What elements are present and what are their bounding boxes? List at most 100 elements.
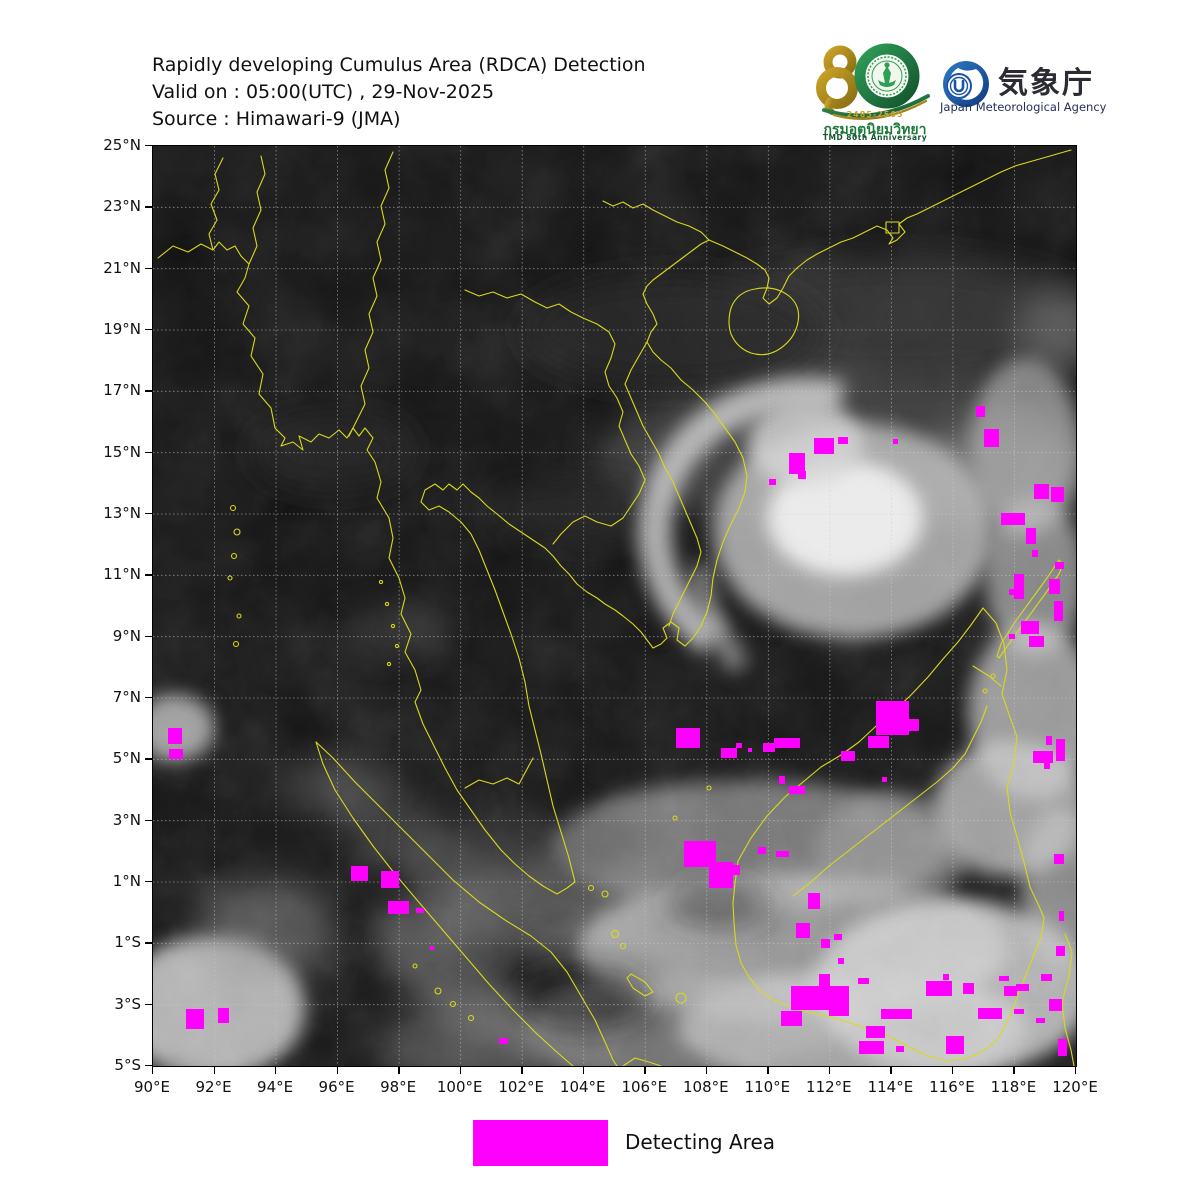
lat-tick-label: 1°N (112, 872, 141, 890)
lat-tick-mark (145, 881, 153, 883)
lon-tick-label: 106°E (621, 1078, 668, 1096)
grid-layer (153, 146, 1076, 1066)
rdca-detection-patch (1055, 562, 1064, 569)
lon-tick-label: 98°E (380, 1078, 417, 1096)
satellite-map (152, 145, 1077, 1067)
rdca-detection-patch (838, 958, 844, 964)
lon-tick-mark (152, 1066, 154, 1074)
lat-tick-label: 1°S (114, 933, 141, 952)
lat-tick-mark (145, 1003, 153, 1006)
lon-tick-mark (336, 1066, 338, 1074)
rdca-detection-patch (893, 439, 898, 444)
rdca-detection-patch (732, 865, 740, 875)
rdca-detection-patch (168, 728, 182, 744)
lat-tick-label: 3°N (112, 810, 141, 829)
lat-tick-mark (145, 329, 153, 331)
title-block: Rapidly developing Cumulus Area (RDCA) D… (152, 52, 646, 133)
detection-layer (168, 406, 1067, 1056)
lat-tick-mark (145, 1065, 153, 1067)
rdca-detection-patch (963, 983, 974, 994)
rdca-detection-patch (976, 406, 985, 417)
valid-time-line: Valid on : 05:00(UTC) , 29-Nov-2025 (152, 81, 495, 103)
lon-tick-mark (213, 1066, 215, 1074)
lat-tick-label: 5°S (114, 1056, 141, 1074)
lon-tick-mark (1075, 1066, 1077, 1074)
lat-tick-mark (145, 819, 153, 822)
rdca-detection-patch (781, 1011, 802, 1026)
rdca-detection-patch (896, 1046, 904, 1052)
page-title: Rapidly developing Cumulus Area (RDCA) D… (152, 54, 646, 76)
lat-tick-mark (145, 635, 153, 638)
lon-tick-mark (644, 1066, 646, 1074)
tmd-thai-name: กรมอุตุนิยมวิทยา (823, 122, 927, 138)
lat-tick-label: 13°N (103, 504, 141, 522)
lat-tick-mark (145, 451, 153, 454)
rdca-detection-patch (721, 748, 737, 758)
rdca-detection-patch (1001, 513, 1025, 525)
rdca-detection-patch (218, 1008, 229, 1023)
rdca-detection-patch (978, 1008, 1002, 1019)
rdca-detection-patch (868, 736, 889, 748)
rdca-detection-patch (866, 1026, 885, 1038)
rdca-detection-patch (838, 437, 848, 444)
rdca-detection-patch (1058, 1039, 1067, 1056)
rdca-detection-patch (430, 946, 434, 950)
rdca-detection-patch (736, 743, 742, 748)
rdca-detection-patch (1016, 984, 1029, 991)
rdca-detection-patch (821, 939, 830, 948)
lon-tick-label: 110°E (744, 1078, 791, 1096)
rdca-detection-patch (763, 743, 775, 752)
rdca-detection-patch (1036, 1018, 1045, 1023)
rdca-detection-patch (499, 1038, 508, 1044)
lon-tick-label: 118°E (990, 1078, 1037, 1096)
rdca-detection-patch (946, 1036, 964, 1054)
lat-tick-mark (145, 267, 153, 270)
rdca-detection-patch (1049, 999, 1062, 1011)
rdca-detection-patch (834, 934, 842, 940)
rdca-detection-patch (814, 438, 834, 454)
rdca-detection-patch (999, 976, 1009, 981)
rdca-detection-patch (1032, 550, 1038, 557)
rdca-detection-patch (789, 453, 805, 474)
rdca-detection-patch (1021, 621, 1039, 634)
lon-tick-mark (275, 1066, 277, 1074)
lat-tick-mark (145, 942, 153, 944)
lon-tick-label: 94°E (257, 1078, 294, 1096)
rdca-detection-patch (1044, 763, 1050, 769)
rdca-detection-patch (1046, 736, 1052, 745)
lon-tick-label: 120°E (1052, 1078, 1098, 1096)
rdca-detection-patch (381, 871, 399, 888)
rdca-detection-patch (1054, 854, 1064, 864)
rdca-detection-patch (943, 974, 949, 980)
rdca-detection-patch (829, 1006, 849, 1016)
lon-tick-mark (767, 1066, 769, 1074)
tmd-years-text: 2485-2565 (846, 110, 904, 119)
lat-tick-label: 23°N (103, 197, 141, 216)
lat-tick-label: 19°N (103, 320, 141, 338)
lon-tick-label: 90°E (133, 1078, 171, 1096)
legend-detection-swatch (473, 1120, 608, 1166)
rdca-detection-patch (186, 1009, 204, 1029)
lon-tick-mark (582, 1066, 585, 1074)
lat-tick-label: 17°N (103, 381, 141, 400)
lon-tick-label: 104°E (559, 1078, 606, 1096)
tmd-80th-anniversary-logo: 2485-2565 กรมอุตุนิยมวิทยา TMD 80th Anni… (810, 36, 940, 142)
lon-tick-label: 96°E (318, 1078, 355, 1096)
lat-tick-label: 7°N (112, 688, 141, 706)
rdca-detection-patch (1029, 636, 1044, 647)
rdca-detection-patch (798, 471, 806, 479)
lon-tick-label: 108°E (682, 1078, 729, 1096)
rdca-detection-patch (676, 728, 700, 748)
lat-tick-mark (145, 697, 153, 699)
rdca-detection-patch (769, 479, 776, 485)
rdca-detection-patch (1034, 484, 1049, 499)
lat-tick-label: 5°N (112, 749, 141, 768)
rdca-detection-patch (1056, 946, 1065, 956)
satellite-image (153, 146, 1076, 1066)
source-line: Source : Himawari-9 (JMA) (152, 108, 401, 130)
rdca-detection-patch (926, 981, 952, 996)
lon-tick-mark (1013, 1066, 1015, 1074)
lat-tick-label: 15°N (103, 442, 141, 461)
lat-tick-mark (145, 574, 153, 576)
